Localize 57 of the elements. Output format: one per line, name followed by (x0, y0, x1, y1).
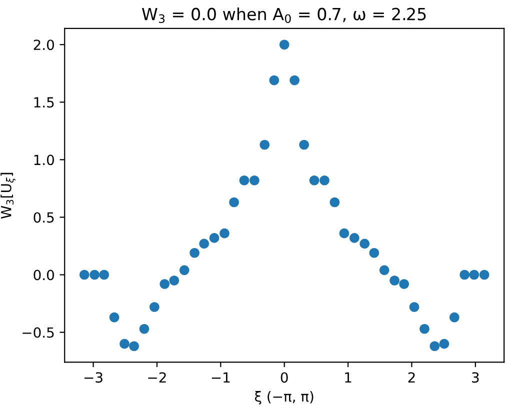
point (260, 140, 270, 150)
point (279, 40, 290, 50)
point (399, 279, 409, 289)
point (109, 312, 120, 322)
point (169, 276, 180, 286)
point (160, 279, 170, 289)
point (239, 175, 250, 186)
point (229, 197, 239, 208)
point (220, 228, 230, 238)
x-tick-label: 3 (472, 372, 479, 383)
y-tick-label: 0.5 (34, 212, 54, 223)
point (409, 302, 420, 312)
point (90, 270, 100, 280)
x-tick-label: 0 (280, 372, 288, 383)
x-axis-title: ξ (−π, π) (254, 390, 314, 404)
point (360, 238, 370, 249)
chart-title: W$_{3}$ = 0.0 when A$_{0}$ = 0.7, ω = 2.25 (142, 7, 426, 24)
point (120, 338, 130, 349)
point (309, 175, 320, 186)
point (379, 265, 390, 276)
y-tick-label: 2.0 (34, 40, 54, 50)
point (150, 302, 160, 312)
point (369, 248, 380, 258)
y-tick-label: 0.0 (34, 270, 54, 280)
point (320, 175, 330, 186)
point (99, 270, 110, 280)
point (460, 270, 470, 280)
y-tick-label: −0.5 (22, 327, 54, 338)
point (439, 338, 450, 349)
y-tick-label: 1.0 (34, 154, 54, 166)
point (129, 341, 139, 352)
y-axis-title: W$_{3}$[U$_{ξ}$] (0, 172, 16, 219)
point (349, 233, 360, 243)
x-tick-label: 1 (345, 372, 352, 383)
point (330, 197, 340, 208)
point (190, 248, 200, 258)
point (269, 75, 280, 86)
x-tick-label: −3 (84, 372, 102, 383)
point (390, 276, 400, 286)
point (339, 228, 350, 238)
point (250, 175, 260, 186)
point (199, 238, 210, 249)
point (139, 324, 150, 334)
point (430, 341, 440, 352)
point (290, 75, 300, 86)
point (209, 233, 220, 243)
point (79, 270, 90, 280)
x-tick-label: −2 (148, 372, 166, 383)
point (179, 265, 190, 276)
x-tick-label: 2 (408, 372, 415, 383)
y-tick-label: 1.5 (34, 97, 54, 108)
x-tick-label: −1 (212, 372, 230, 383)
point (449, 312, 460, 322)
point (299, 140, 310, 150)
point (479, 270, 490, 280)
point (469, 270, 480, 280)
point (420, 324, 430, 334)
